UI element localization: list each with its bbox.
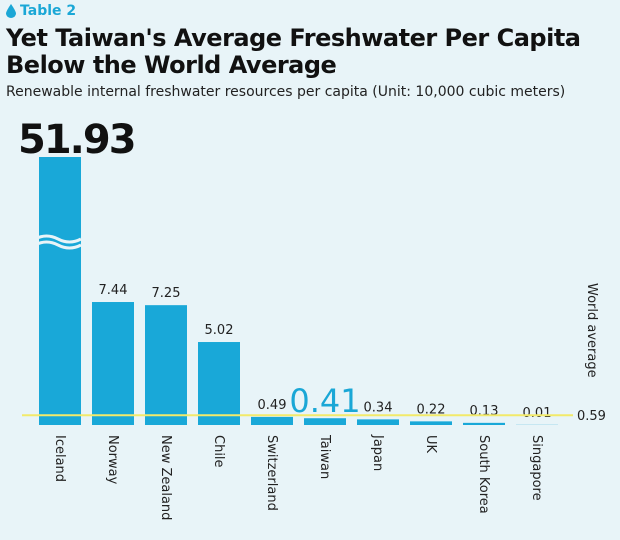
bar-south-korea bbox=[463, 422, 505, 425]
value-label-new-zealand: 7.25 bbox=[152, 286, 181, 301]
world-average-label: World average bbox=[584, 283, 599, 378]
bar-switzerland bbox=[251, 416, 293, 425]
category-label-iceland: Iceland bbox=[52, 435, 67, 482]
world-average-value: 0.59 bbox=[577, 409, 606, 424]
category-label-singapore: Singapore bbox=[529, 435, 544, 501]
bar-iceland bbox=[39, 157, 81, 425]
value-label-japan: 0.34 bbox=[364, 400, 393, 415]
category-label-japan: Japan bbox=[370, 434, 385, 471]
chart-tag: Table 2 bbox=[6, 3, 76, 19]
axis-break-mark bbox=[34, 234, 82, 244]
chart-title: Yet Taiwan's Average Freshwater Per Capi… bbox=[6, 24, 581, 79]
category-label-uk: UK bbox=[423, 435, 438, 454]
water-drop-icon bbox=[6, 4, 16, 18]
category-label-norway: Norway bbox=[105, 435, 120, 485]
value-label-switzerland: 0.49 bbox=[258, 398, 287, 413]
category-label-switzerland: Switzerland bbox=[264, 435, 279, 511]
value-label-norway: 7.44 bbox=[99, 283, 128, 298]
bar-new-zealand bbox=[145, 305, 187, 425]
value-label-taiwan: 0.41 bbox=[289, 382, 360, 420]
bar-uk bbox=[410, 421, 452, 425]
axis-break-mark bbox=[34, 240, 82, 250]
tag-label: Table 2 bbox=[20, 3, 77, 19]
chart-subtitle: Renewable internal freshwater resources … bbox=[6, 84, 566, 100]
value-label-uk: 0.22 bbox=[417, 402, 446, 417]
value-label-south-korea: 0.13 bbox=[470, 404, 499, 419]
category-label-new-zealand: New Zealand bbox=[158, 435, 173, 520]
value-label-chile: 5.02 bbox=[205, 323, 234, 338]
category-label-chile: Chile bbox=[211, 435, 226, 468]
bar-japan bbox=[357, 419, 399, 425]
category-label-taiwan: Taiwan bbox=[317, 434, 332, 479]
value-label-singapore: 0.01 bbox=[523, 406, 552, 421]
category-label-south-korea: South Korea bbox=[476, 435, 491, 514]
bar-taiwan bbox=[304, 418, 346, 425]
value-label-iceland: 51.93 bbox=[18, 117, 135, 163]
bar-norway bbox=[92, 302, 134, 425]
bar-chile bbox=[198, 342, 240, 425]
